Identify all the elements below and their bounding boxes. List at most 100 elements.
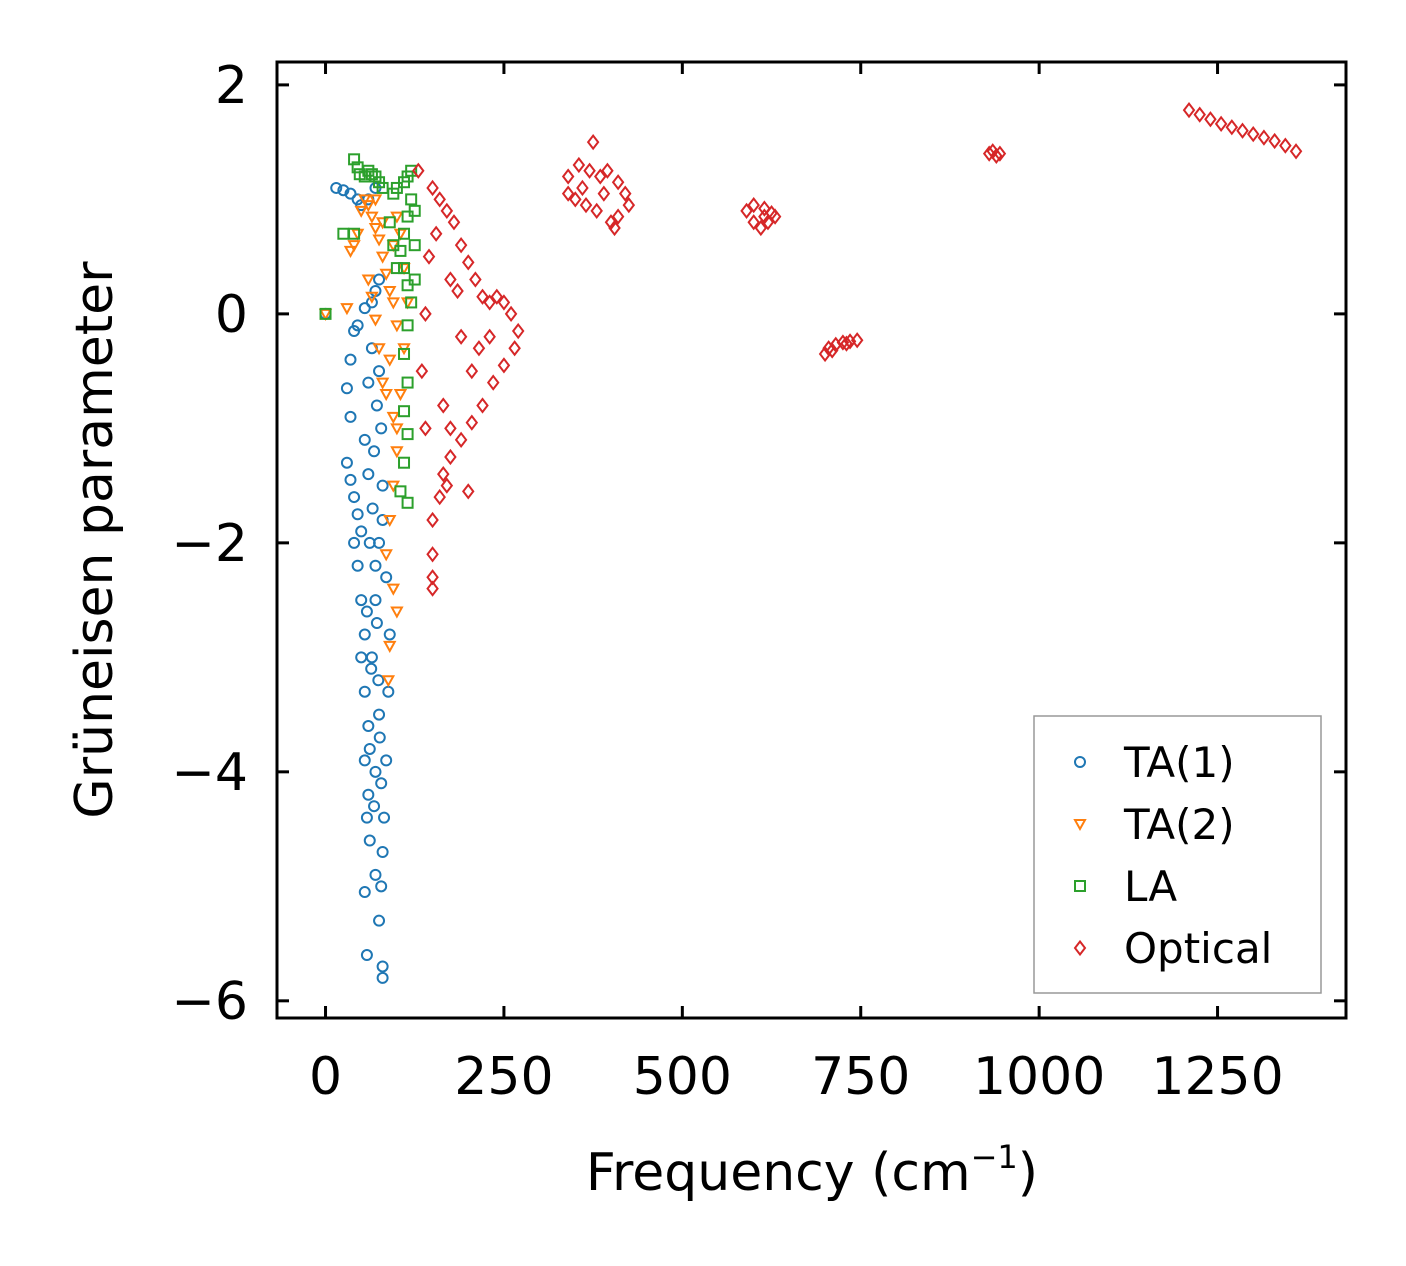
y-tick-label: −6 (171, 972, 248, 1032)
data-point (1279, 137, 1292, 154)
data-point (622, 196, 636, 214)
data-point (405, 193, 418, 206)
data-point (408, 239, 421, 252)
data-point (497, 357, 511, 374)
data-point (758, 200, 771, 217)
data-point (348, 153, 361, 166)
data-point (363, 742, 376, 755)
data-point (319, 307, 332, 320)
data-point (1214, 115, 1228, 132)
data-point (383, 514, 397, 528)
data-point (337, 227, 350, 240)
legend-marker-optical (1073, 939, 1087, 957)
data-point (597, 185, 611, 202)
data-point (372, 674, 385, 687)
data-point (383, 285, 397, 299)
data-point (386, 297, 401, 310)
data-point (401, 319, 414, 332)
data-point (426, 580, 439, 597)
data-point (358, 685, 371, 698)
x-tick-label: 750 (811, 1047, 910, 1107)
data-point (454, 237, 468, 254)
data-point (572, 156, 586, 174)
legend-marker-ta-1 (1074, 756, 1086, 768)
data-point (497, 294, 511, 311)
data-point (344, 410, 357, 423)
data-point (579, 196, 593, 214)
data-point (360, 949, 373, 962)
y-tick-label: 0 (215, 285, 248, 345)
data-point (362, 720, 375, 733)
y-tick-label: 2 (215, 56, 248, 116)
data-point (476, 397, 489, 414)
data-point (401, 428, 414, 441)
data-point (483, 328, 496, 345)
data-point (354, 205, 368, 218)
data-point (373, 708, 386, 721)
data-point (594, 168, 607, 185)
data-point (740, 202, 753, 219)
data-point (376, 971, 389, 984)
data-point (369, 765, 382, 778)
data-point (454, 328, 468, 345)
data-point (372, 343, 386, 356)
data-point (590, 202, 603, 219)
data-point (569, 191, 582, 208)
data-point (387, 239, 400, 252)
legend-marker-ta-2 (1073, 819, 1087, 832)
data-point (358, 886, 371, 899)
y-tick-label: −2 (171, 514, 248, 574)
data-point (375, 777, 388, 790)
data-point (1204, 111, 1217, 128)
data-point (401, 376, 414, 389)
data-point (576, 179, 589, 197)
data-point (390, 320, 404, 333)
data-point (363, 834, 376, 847)
data-point (422, 248, 436, 265)
data-point (340, 456, 353, 469)
data-point (383, 354, 397, 367)
data-point (365, 662, 378, 675)
data-point (382, 685, 395, 698)
data-point (400, 297, 415, 310)
data-point (561, 168, 575, 185)
data-point (375, 880, 388, 893)
data-point (355, 651, 368, 664)
data-point (372, 234, 386, 247)
data-point (383, 640, 397, 653)
data-point (401, 496, 414, 509)
data-point (379, 268, 393, 281)
data-point (390, 262, 403, 275)
data-point (850, 332, 864, 349)
data-point (433, 488, 446, 506)
data-point (358, 194, 372, 207)
data-point (508, 340, 521, 357)
x-tick-label: 1250 (1151, 1047, 1283, 1107)
data-point (461, 254, 475, 271)
data-point (365, 296, 378, 309)
data-point (840, 335, 853, 352)
y-tick-label: −4 (171, 743, 248, 803)
data-point (608, 219, 621, 237)
data-point (754, 219, 768, 237)
data-point (586, 134, 600, 151)
data-point (358, 433, 371, 446)
data-point (373, 914, 386, 927)
data-point (380, 571, 393, 584)
data-point (393, 228, 408, 241)
data-point (347, 240, 361, 253)
data-point (437, 466, 450, 483)
data-point (611, 174, 625, 191)
data-point (461, 483, 475, 500)
data-point (408, 204, 421, 217)
data-point (768, 208, 782, 225)
data-point (982, 145, 996, 162)
data-point (344, 473, 357, 486)
data-point (361, 274, 376, 287)
data-point (472, 340, 486, 357)
data-point (368, 223, 383, 236)
x-tick-label: 0 (309, 1047, 342, 1107)
data-point (444, 448, 457, 466)
scatter-marks (318, 101, 1303, 984)
data-point (758, 208, 771, 225)
